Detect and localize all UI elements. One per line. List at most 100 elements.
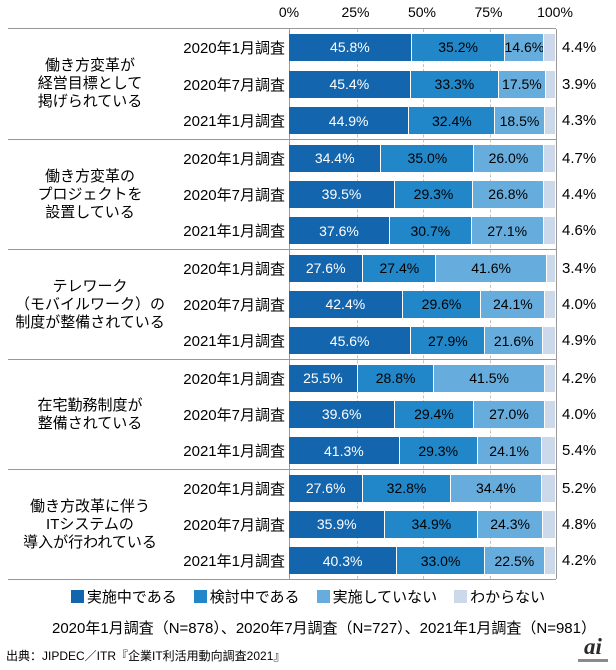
bar-segment-1: 42.4% bbox=[289, 290, 402, 318]
survey-row: 2020年1月調査 27.6% 32.8% 34.4% 5.2% bbox=[172, 470, 596, 506]
bar-segment-1: 41.3% bbox=[289, 437, 399, 465]
bar-segment-3: 24.1% bbox=[480, 290, 545, 318]
bar-segment-3: 41.5% bbox=[433, 364, 544, 392]
survey-row: 2020年7月調査 45.4% 33.3% 17.5% 3.9% bbox=[172, 66, 596, 103]
stacked-bar: 39.6% 29.4% 27.0% bbox=[289, 400, 555, 428]
legend-swatch bbox=[454, 590, 468, 603]
survey-row: 2020年1月調査 34.4% 35.0% 26.0% 4.7% bbox=[172, 140, 596, 176]
category-rows: 2020年1月調査 45.8% 35.2% 14.6% 4.4% 2020年7月調査 45.… bbox=[172, 29, 596, 139]
bar-segment-3: 22.5% bbox=[483, 547, 544, 575]
survey-label: 2021年1月調査 bbox=[183, 553, 285, 571]
logo-text: ai bbox=[584, 634, 602, 659]
bar-segment-1: 27.6% bbox=[289, 254, 363, 282]
survey-row: 2020年1月調査 45.8% 35.2% 14.6% 4.4% bbox=[172, 29, 596, 66]
legend-swatch bbox=[316, 590, 330, 603]
unknown-value-label: 4.2% bbox=[562, 552, 597, 570]
unknown-value-label: 4.8% bbox=[562, 515, 597, 533]
survey-label: 2020年1月調査 bbox=[183, 150, 285, 168]
survey-row: 2020年1月調査 25.5% 28.8% 41.5% 4.2% bbox=[172, 360, 596, 396]
survey-label: 2021年1月調査 bbox=[183, 113, 285, 131]
survey-row: 2020年7月調査 39.6% 29.4% 27.0% 4.0% bbox=[172, 396, 596, 432]
legend-label: 検討中である bbox=[209, 589, 300, 606]
unknown-value-label: 4.4% bbox=[562, 185, 597, 203]
bar-segment-2: 32.8% bbox=[362, 474, 450, 502]
bar-segment-3: 27.1% bbox=[470, 217, 543, 245]
bar-segment-4 bbox=[544, 70, 556, 98]
bar-segment-2: 29.6% bbox=[401, 290, 481, 318]
bar-segment-2: 27.4% bbox=[362, 254, 436, 282]
bar-segment-4 bbox=[545, 254, 555, 282]
stacked-bar: 34.4% 35.0% 26.0% bbox=[289, 144, 555, 172]
unknown-value-label: 4.4% bbox=[562, 38, 597, 56]
stacked-bar: 45.4% 33.3% 17.5% bbox=[289, 70, 556, 98]
bar-segment-1: 39.5% bbox=[289, 180, 395, 208]
legend-item: わからない bbox=[454, 586, 545, 607]
bar-segment-3: 34.4% bbox=[449, 474, 542, 502]
bar-segment-1: 35.9% bbox=[289, 510, 385, 538]
survey-label: 2020年7月調査 bbox=[183, 406, 285, 424]
stacked-bar: 45.6% 27.9% 21.6% bbox=[289, 327, 555, 355]
asahi-interactive-logo: ai bbox=[578, 635, 608, 662]
category-label: 働き方変革の プロジェクトを 設置している bbox=[37, 167, 143, 221]
stacked-bar: 25.5% 28.8% 41.5% bbox=[289, 364, 555, 392]
bar-segment-4 bbox=[541, 510, 555, 538]
bar-segment-1: 25.5% bbox=[289, 364, 357, 392]
category-group: 働き方改革に伴う ITシステムの 導入が行われている 2020年1月調査 27.6% 32… bbox=[8, 469, 596, 579]
legend-label: わからない bbox=[470, 589, 546, 606]
bar-segment-4 bbox=[543, 107, 555, 135]
unknown-value-label: 4.6% bbox=[562, 222, 597, 240]
legend-item: 実施していない bbox=[316, 586, 437, 607]
bar-segment-4 bbox=[542, 144, 555, 172]
bar-segment-2: 29.4% bbox=[394, 400, 473, 428]
stacked-bar: 35.9% 34.9% 24.3% bbox=[289, 510, 555, 538]
unknown-value-label: 5.4% bbox=[562, 442, 597, 460]
legend-item: 検討中である bbox=[193, 586, 300, 607]
bar-segment-3: 18.5% bbox=[494, 107, 544, 135]
legend: 実施中である 検討中である 実施していない わからない bbox=[0, 586, 616, 607]
unknown-value-label: 5.2% bbox=[562, 479, 597, 497]
sample-size-note: 2020年1月調査（N=878）、2020年7月調査（N=727）、2021年1… bbox=[52, 620, 596, 637]
bar-segment-1: 40.3% bbox=[289, 547, 397, 575]
category-rows: 2020年1月調査 27.6% 32.8% 34.4% 5.2% 2020年7月調査 35.… bbox=[172, 470, 596, 579]
axis-tick-label: 25% bbox=[341, 4, 370, 20]
bar-segment-2: 30.7% bbox=[389, 217, 471, 245]
bar-segment-1: 39.6% bbox=[289, 400, 395, 428]
category-label: 在宅勤務制度が 整備されている bbox=[37, 396, 143, 432]
logo-bar bbox=[578, 659, 608, 662]
category-label: テレワーク （モバイルワーク）の 制度が整備されている bbox=[14, 277, 165, 331]
survey-label: 2020年1月調査 bbox=[183, 39, 285, 57]
category-rows: 2020年1月調査 25.5% 28.8% 41.5% 4.2% 2020年7月調査 39.… bbox=[172, 360, 596, 469]
category-label: 働き方改革に伴う ITシステムの 導入が行われている bbox=[23, 497, 157, 551]
stacked-bar: 45.8% 35.2% 14.6% bbox=[289, 33, 555, 61]
survey-row: 2021年1月調査 40.3% 33.0% 22.5% 4.2% bbox=[172, 543, 596, 579]
survey-label: 2020年7月調査 bbox=[183, 186, 285, 204]
stacked-bar: 42.4% 29.6% 24.1% bbox=[289, 290, 555, 318]
bar-segment-2: 35.0% bbox=[380, 144, 474, 172]
category-group: テレワーク （モバイルワーク）の 制度が整備されている 2020年1月調査 27.6% 2… bbox=[8, 249, 596, 359]
bar-segment-2: 35.2% bbox=[410, 33, 505, 61]
bar-segment-1: 45.6% bbox=[289, 327, 411, 355]
unknown-value-label: 3.4% bbox=[562, 259, 597, 277]
bar-segment-3: 17.5% bbox=[498, 70, 545, 98]
axis-tick-label: 100% bbox=[537, 4, 573, 20]
bar-segment-3: 24.1% bbox=[476, 437, 541, 465]
stacked-bar: 27.6% 27.4% 41.6% bbox=[289, 254, 555, 282]
bar-segment-4 bbox=[542, 217, 555, 245]
unknown-value-label: 3.9% bbox=[562, 75, 597, 93]
bar-segment-2: 28.8% bbox=[356, 364, 434, 392]
survey-label: 2021年1月調査 bbox=[183, 443, 285, 461]
bar-segment-4 bbox=[541, 474, 555, 502]
stacked-bar: 41.3% 29.3% 24.1% bbox=[289, 437, 555, 465]
unknown-value-label: 4.9% bbox=[562, 332, 597, 350]
bar-segment-2: 34.9% bbox=[384, 510, 478, 538]
stacked-bar: 39.5% 29.3% 26.8% bbox=[289, 180, 555, 208]
survey-label: 2021年1月調査 bbox=[183, 223, 285, 241]
bar-segment-2: 27.9% bbox=[410, 327, 485, 355]
survey-row: 2021年1月調査 37.6% 30.7% 27.1% 4.6% bbox=[172, 213, 596, 249]
bar-segment-4 bbox=[543, 180, 555, 208]
bar-segment-1: 45.4% bbox=[289, 70, 410, 98]
bar-segment-2: 33.3% bbox=[409, 70, 499, 98]
category-group: 働き方変革の プロジェクトを 設置している 2020年1月調査 34.4% 35.0% 26… bbox=[8, 139, 596, 249]
survey-label: 2020年1月調査 bbox=[183, 480, 285, 498]
